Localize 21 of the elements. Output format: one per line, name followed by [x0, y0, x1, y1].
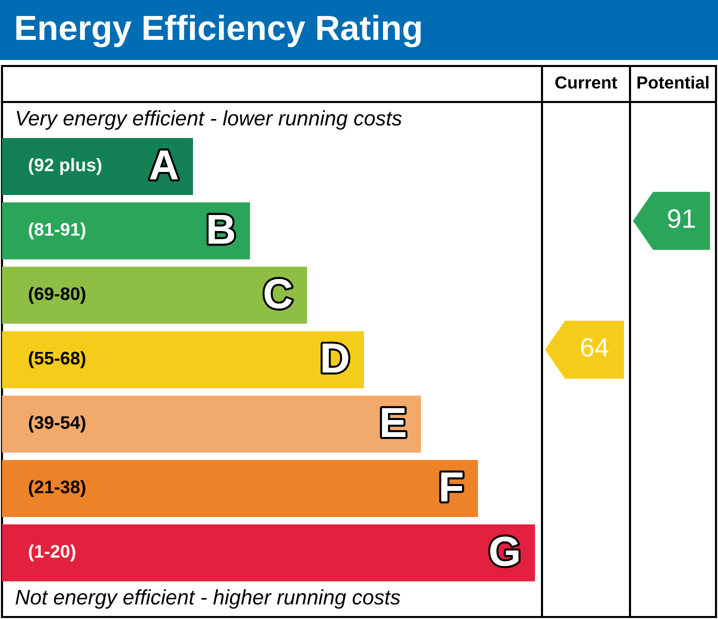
category-label: F — [441, 472, 462, 502]
text: (69-80) — [28, 286, 86, 304]
text: (92 plus) — [28, 158, 102, 175]
text: Potential — [638, 76, 708, 89]
category-label: E — [382, 408, 406, 437]
text: (55-68) — [28, 351, 86, 368]
text: Very energy efficient - lower running costs — [16, 110, 402, 130]
data-label: 91 — [668, 209, 695, 228]
text: Energy Efficiency Rating — [16, 14, 421, 48]
text: (81-91) — [28, 222, 86, 240]
category-label: A — [150, 150, 178, 180]
category-label: G — [490, 536, 518, 566]
category-label: D — [322, 344, 348, 372]
text: Not energy efficient - higher running costs — [16, 589, 400, 609]
text: (1-20) — [28, 544, 76, 562]
text: (21-38) — [28, 480, 86, 497]
text: (39-54) — [28, 416, 86, 433]
data-label: 64 — [581, 338, 608, 357]
text: Current — [555, 76, 618, 89]
category-label: C — [264, 278, 292, 308]
category-label: B — [208, 215, 234, 244]
